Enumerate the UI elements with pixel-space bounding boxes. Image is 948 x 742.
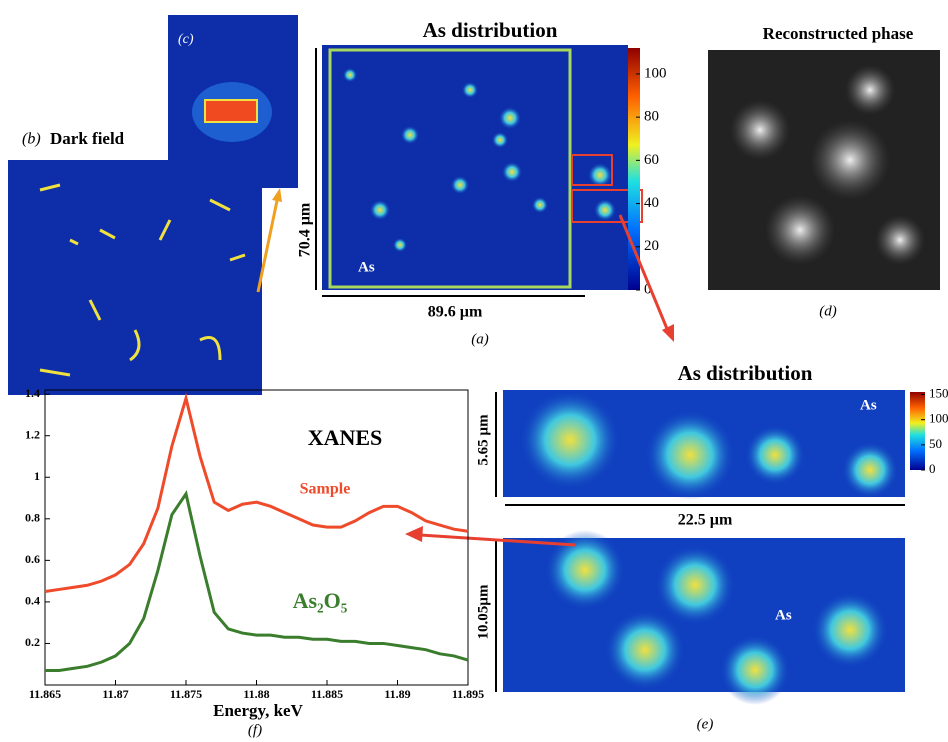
panel-title: Dark field — [50, 129, 125, 148]
line-series — [44, 392, 469, 593]
series-label: Sample — [300, 481, 351, 498]
scale-label: 70.4 µm — [297, 202, 314, 257]
x-tick-label: 11.89 — [384, 687, 410, 701]
chart-title: XANES — [308, 425, 383, 450]
panel-label: (d) — [819, 303, 837, 319]
x-tick-label: 11.875 — [170, 687, 202, 701]
y-tick-label: 0.4 — [25, 594, 40, 608]
x-tick-label: 11.865 — [29, 687, 61, 701]
colorbar-tick-label: 40 — [644, 195, 659, 211]
series-label: As₂O₅ — [293, 588, 348, 613]
arrow-head — [272, 188, 282, 202]
y-tick-label: 1.2 — [25, 427, 40, 441]
arrow — [618, 214, 672, 337]
panel-label: (c) — [178, 32, 194, 47]
scale-label: 22.5 µm — [678, 512, 733, 529]
x-tick-label: 11.88 — [243, 687, 269, 701]
element-label: As — [860, 397, 877, 413]
panel-title: Reconstructed phase — [763, 24, 914, 43]
panel-label: (e) — [697, 716, 714, 732]
colorbar-tick-label: 100 — [929, 411, 948, 426]
image-d — [708, 50, 940, 290]
y-tick-label: 1 — [34, 469, 40, 483]
line-series — [45, 490, 469, 672]
x-tick-label: 11.87 — [102, 687, 128, 701]
panel-title: As distribution — [423, 18, 558, 42]
y-tick-label: 1.4 — [25, 386, 40, 400]
element-label: As — [775, 607, 792, 623]
y-tick-label: 0.8 — [25, 511, 40, 525]
x-axis-label: Energy, keV — [213, 701, 303, 720]
colorbar-tick-label: 80 — [644, 109, 659, 125]
panel-title: As distribution — [678, 361, 813, 385]
colorbar-tick-label: 60 — [644, 152, 659, 168]
colorbar — [910, 392, 925, 470]
panel-label: (a) — [471, 331, 489, 347]
colorbar-tick-label: 150 — [929, 386, 948, 401]
scale-label: 89.6 µm — [428, 304, 483, 321]
plot-frame — [44, 389, 469, 686]
x-tick-label: 11.895 — [452, 687, 484, 701]
image-b — [8, 160, 262, 395]
y-tick-label: 0.6 — [25, 552, 40, 566]
arrow-head — [405, 526, 423, 542]
y-tick-label: 0.2 — [25, 635, 40, 649]
arrow — [419, 533, 576, 547]
colorbar — [628, 48, 640, 290]
element-label: As — [358, 259, 375, 275]
colorbar-tick-label: 0 — [644, 281, 652, 297]
colorbar-tick-label: 100 — [644, 65, 667, 81]
image-e-bottom — [503, 530, 905, 705]
image-e-top — [503, 390, 905, 500]
colorbar-tick-label: 50 — [929, 436, 942, 451]
colorbar-tick-label: 20 — [644, 238, 659, 254]
arrow — [256, 195, 280, 293]
colorbar-tick-label: 0 — [929, 461, 936, 476]
image-c — [168, 15, 298, 188]
scale-label: 5.65 µm — [475, 414, 491, 466]
image-a — [322, 45, 643, 290]
panel-label: (b) — [22, 131, 41, 148]
x-tick-label: 11.885 — [311, 687, 343, 701]
arrow-head — [662, 324, 674, 342]
scale-label: 10.05µm — [475, 584, 491, 639]
panel-label: (f) — [248, 722, 262, 738]
